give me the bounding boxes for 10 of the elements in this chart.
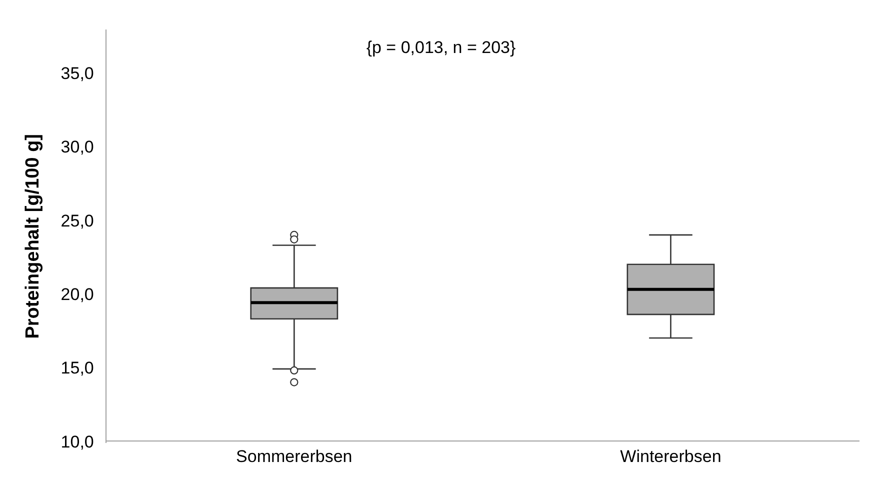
y-tick-label: 25,0	[60, 211, 94, 230]
y-tick-label: 20,0	[60, 285, 94, 304]
y-tick-label: 15,0	[60, 358, 94, 378]
y-axis-title: Proteingehalt [g/100 g]	[22, 134, 44, 339]
y-tick-label: 10,0	[60, 432, 94, 452]
y-tick-label: 35,0	[60, 64, 94, 84]
x-tick-label: Sommererbsen	[236, 446, 352, 466]
y-tick-label: 30,0	[60, 138, 94, 157]
x-tick-label: Wintererbsen	[620, 446, 722, 466]
text: {p = 0,013, n = 203}	[366, 38, 516, 58]
